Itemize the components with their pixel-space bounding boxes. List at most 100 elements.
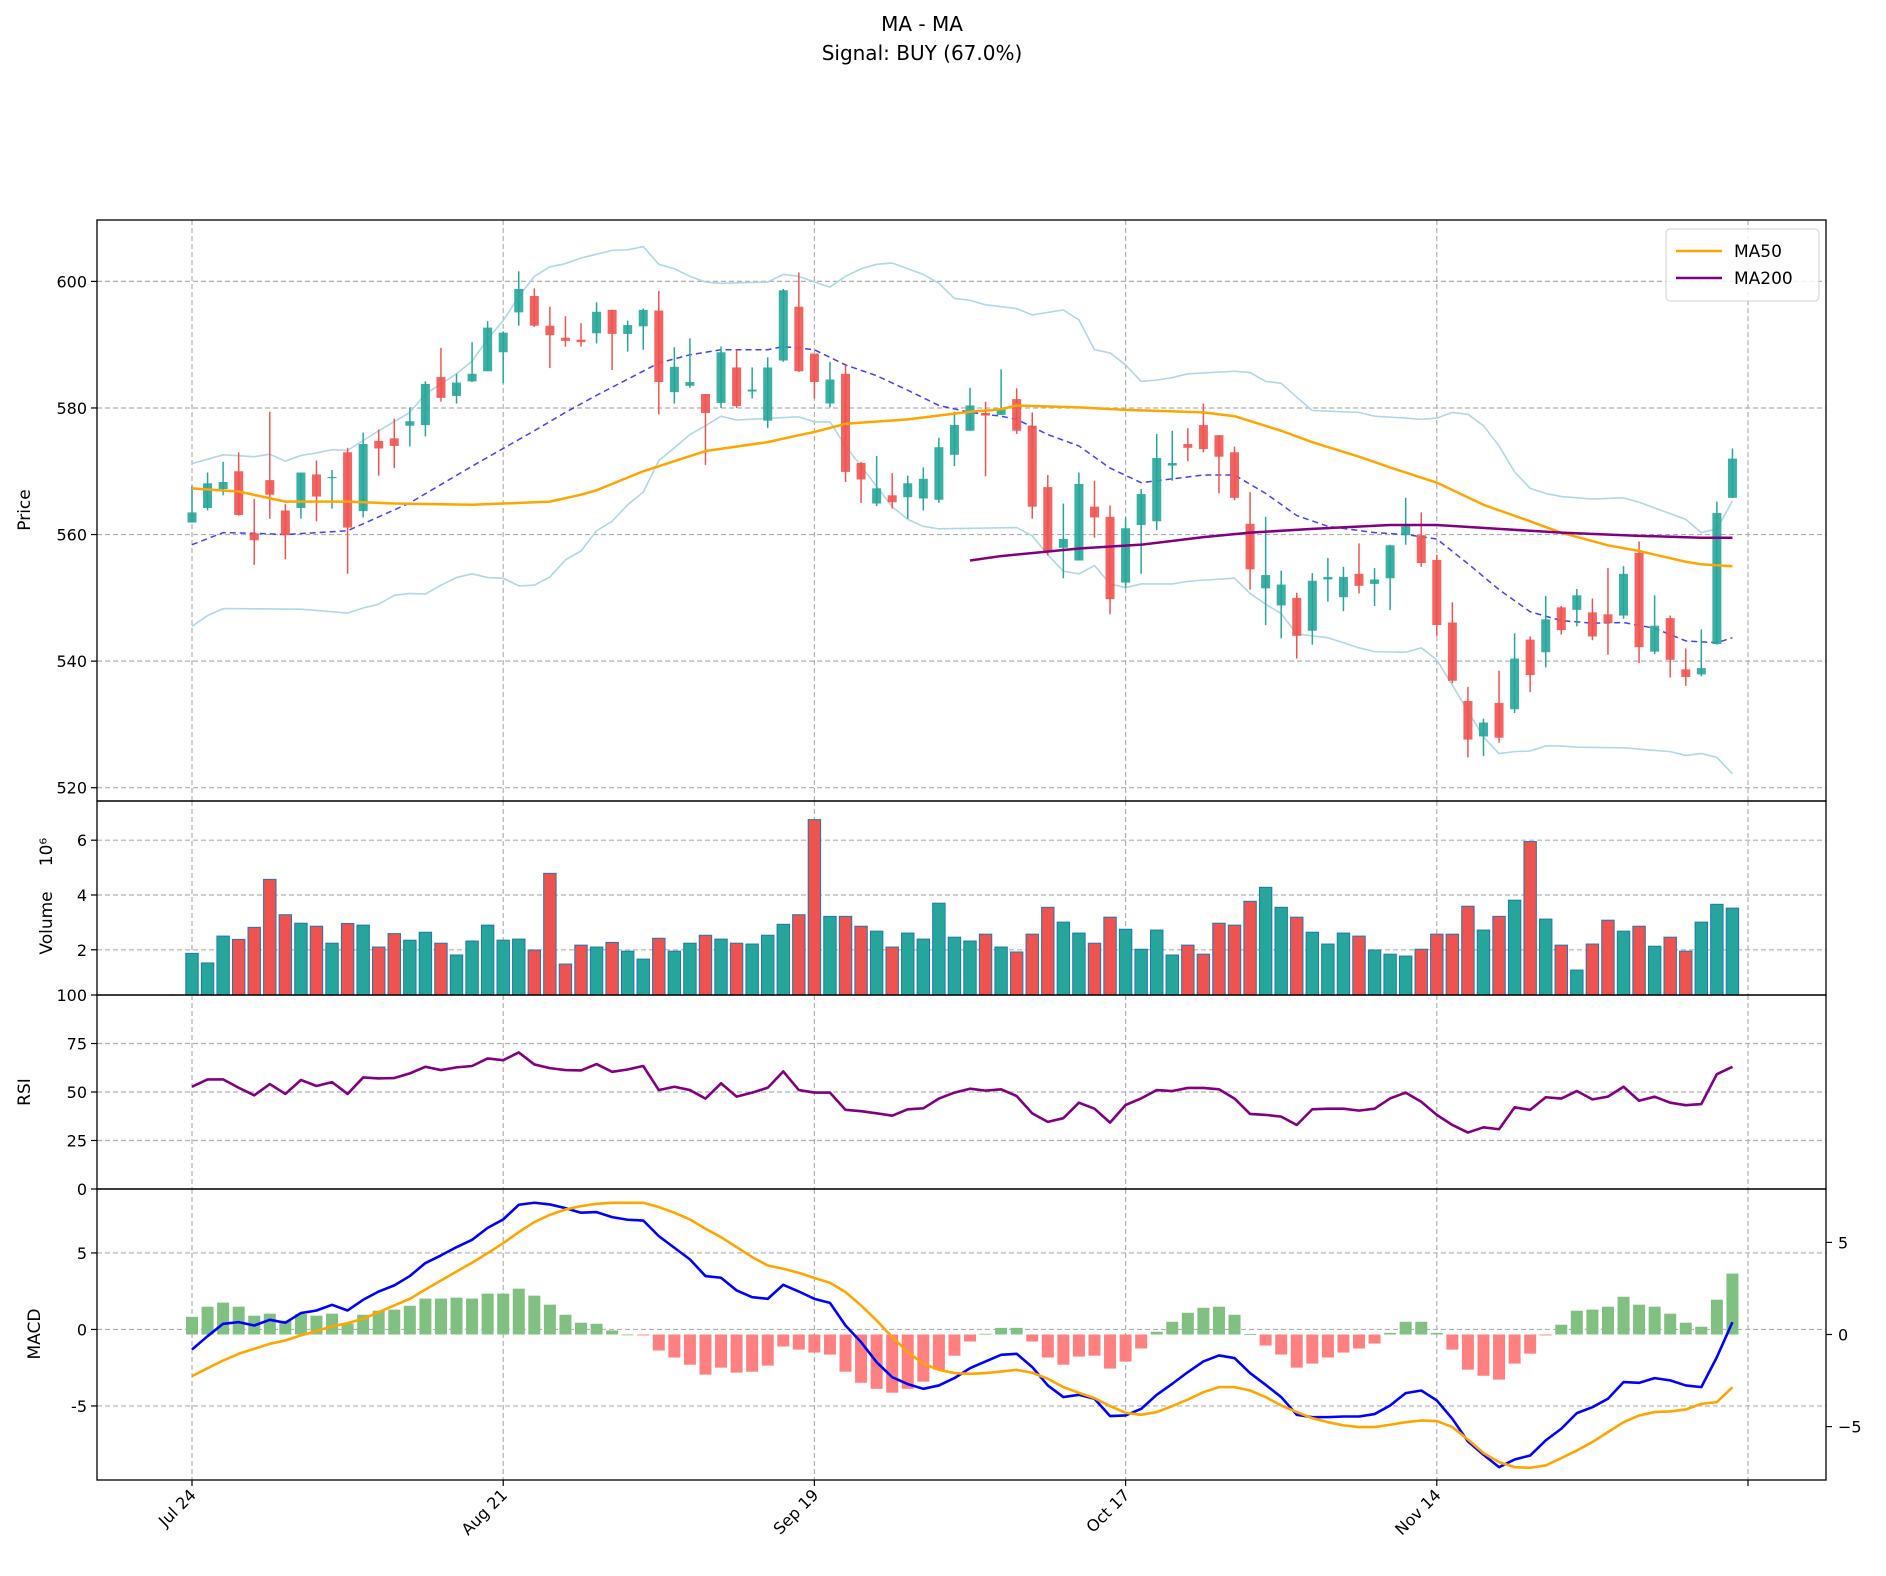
macd-histogram-bar xyxy=(1197,1307,1210,1335)
macd-histogram-bar xyxy=(637,1334,650,1336)
volume-bar xyxy=(963,940,977,996)
candle xyxy=(576,323,586,347)
price-axis-label: Price xyxy=(15,489,35,530)
macd-histogram-bar xyxy=(1508,1334,1521,1364)
candle xyxy=(420,381,430,437)
candle-body xyxy=(1292,597,1302,636)
candle-body xyxy=(1136,494,1146,526)
macd-histogram-bar xyxy=(1228,1314,1241,1335)
candle xyxy=(1696,629,1706,677)
candle xyxy=(405,407,415,447)
volume-bar xyxy=(185,952,199,996)
candle xyxy=(1727,448,1737,498)
candle-body xyxy=(794,306,804,372)
candle xyxy=(1027,412,1037,519)
macd-histogram-bar xyxy=(201,1306,214,1335)
chart-subtitle-signal: Signal: BUY (67.0%) xyxy=(822,41,1023,65)
volume-bar xyxy=(527,949,542,996)
macd-histogram-bar xyxy=(1524,1334,1537,1354)
volume-bar xyxy=(901,932,915,996)
macd-histogram-bar xyxy=(1181,1312,1194,1335)
volume-bar xyxy=(1025,933,1039,996)
volume-bar xyxy=(574,944,588,996)
candle xyxy=(1603,568,1613,655)
candle-body xyxy=(1245,523,1255,570)
candle xyxy=(1447,602,1457,684)
volume-bar xyxy=(512,938,526,996)
candle-body xyxy=(452,382,462,396)
macd-histogram-bar xyxy=(341,1323,354,1335)
macd-histogram-bar xyxy=(715,1334,728,1368)
ma200-line xyxy=(969,523,1733,562)
volume-bar xyxy=(683,942,697,996)
candle xyxy=(1556,606,1566,635)
candle xyxy=(1074,472,1084,561)
volume-bar xyxy=(838,915,853,996)
candle-body xyxy=(1338,576,1348,598)
volume-bar xyxy=(1585,943,1600,996)
candle xyxy=(623,320,633,352)
candle-body xyxy=(1712,513,1722,645)
macd-histogram-bar xyxy=(1337,1334,1350,1353)
volume-bar xyxy=(1118,928,1133,996)
volume-bar xyxy=(1305,931,1320,996)
macd-histogram-bar xyxy=(792,1334,805,1350)
candle-body xyxy=(1276,584,1286,606)
rsi-line xyxy=(191,1051,1733,1134)
candle-body xyxy=(981,413,991,416)
volume-bar xyxy=(1647,945,1662,996)
candle xyxy=(311,460,321,522)
x-tick-label: Jul 24 xyxy=(154,1485,200,1531)
candle-body xyxy=(514,288,524,313)
volume-bar xyxy=(776,923,790,996)
volume-bar xyxy=(932,902,946,996)
volume-bar xyxy=(807,819,822,996)
macd-histogram-bar xyxy=(528,1295,541,1335)
candle-body xyxy=(467,373,477,382)
volume-bar xyxy=(761,934,775,996)
macd-histogram-bar xyxy=(777,1334,790,1347)
macd-histogram-bar xyxy=(1072,1334,1085,1357)
candle-body xyxy=(1230,452,1240,498)
y-tick-label: 0 xyxy=(77,1180,87,1199)
volume-bar xyxy=(1196,953,1211,996)
candle-body xyxy=(1214,435,1224,457)
macd-histogram-bar xyxy=(512,1288,525,1335)
candle-body xyxy=(1385,545,1395,579)
legend-box xyxy=(1665,228,1820,302)
y-tick-label: 0 xyxy=(77,1320,87,1339)
candle xyxy=(1385,544,1395,610)
volume-bar xyxy=(1227,924,1242,996)
candle-body xyxy=(607,309,617,334)
candle xyxy=(592,302,602,344)
candle xyxy=(529,288,539,327)
candle xyxy=(1089,480,1099,538)
candle xyxy=(949,411,959,467)
candle-body xyxy=(1261,575,1271,589)
macd-histogram-bar xyxy=(1026,1334,1039,1342)
candle xyxy=(187,485,197,523)
macd-histogram-bar xyxy=(995,1327,1008,1335)
candle-body xyxy=(1463,701,1473,740)
volume-bar xyxy=(620,950,635,996)
candle-body xyxy=(1556,607,1566,631)
legend-ma50-label: MA50 xyxy=(1734,242,1782,262)
candle-body xyxy=(1043,487,1053,552)
macd-histogram-bar xyxy=(668,1334,681,1358)
candle-body xyxy=(218,482,228,489)
volume-bar xyxy=(1041,906,1055,996)
macd-histogram-bar xyxy=(1664,1313,1677,1335)
volume-bar xyxy=(496,939,510,996)
candle xyxy=(856,461,866,503)
macd-histogram-bar xyxy=(808,1334,821,1353)
macd-histogram-bar xyxy=(388,1309,401,1335)
candle xyxy=(296,472,306,519)
candle-body xyxy=(560,337,570,341)
candle xyxy=(763,357,773,429)
volume-bar xyxy=(1523,841,1537,996)
candle-body xyxy=(965,405,975,431)
candle-body xyxy=(1323,576,1333,580)
candle-body xyxy=(249,533,259,541)
candle xyxy=(934,437,944,503)
candle xyxy=(1058,503,1068,579)
